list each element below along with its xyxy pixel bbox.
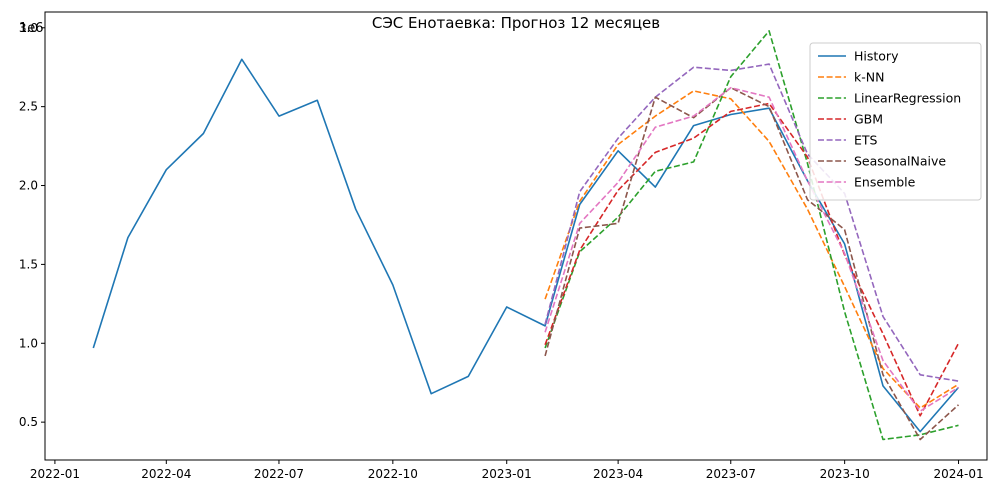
legend-box — [809, 42, 982, 201]
series-line-seasonalnaive — [544, 86, 960, 441]
series-line-linearregression — [544, 30, 959, 441]
x-tick-label: 2022-01 — [30, 467, 80, 481]
x-tick-label: 2023-07 — [706, 467, 756, 481]
x-tick-label: 2023-04 — [593, 467, 643, 481]
y-tick-label: 2.5 — [19, 100, 38, 114]
y-offset-label: 1e6 — [19, 21, 44, 36]
y-tick-label: 0.5 — [19, 415, 38, 429]
legend-label: ETS — [854, 133, 878, 148]
x-tick-label: 2024-01 — [933, 467, 983, 481]
x-tick-label: 2022-10 — [368, 467, 418, 481]
legend-label: LinearRegression — [854, 91, 961, 106]
series-line-k-nn — [544, 90, 959, 409]
y-tick-label: 1.0 — [19, 336, 38, 350]
legend-label: SeasonalNaive — [854, 154, 946, 169]
y-tick-label: 3.0 — [19, 21, 38, 35]
x-tick-label: 2022-04 — [141, 467, 191, 481]
y-tick-label: 1.5 — [19, 257, 38, 271]
x-tick-label: 2023-10 — [820, 467, 870, 481]
series-line-ets — [544, 63, 959, 382]
x-axis: 2022-01 2022-04 2022-07 2022-10 2023-01 2023-… — [30, 460, 984, 481]
legend: History k-NN LinearRegression GBM ETS Seasona… — [809, 42, 982, 201]
plot-frame — [44, 11, 988, 461]
x-tick-label: 2022-07 — [254, 467, 304, 481]
chart-title: СЭС Енотаевка: Прогноз 12 месяцев — [372, 14, 660, 32]
y-axis: 0.5 1.0 1.5 2.0 2.5 3.0 — [19, 21, 45, 429]
legend-label: GBM — [854, 112, 883, 127]
y-tick-label: 2.0 — [19, 179, 38, 193]
x-tick-label: 2023-01 — [482, 467, 532, 481]
series-line-gbm — [544, 102, 960, 417]
legend-label: History — [854, 49, 899, 64]
legend-label: k-NN — [854, 70, 884, 85]
legend-label: Ensemble — [854, 175, 916, 190]
